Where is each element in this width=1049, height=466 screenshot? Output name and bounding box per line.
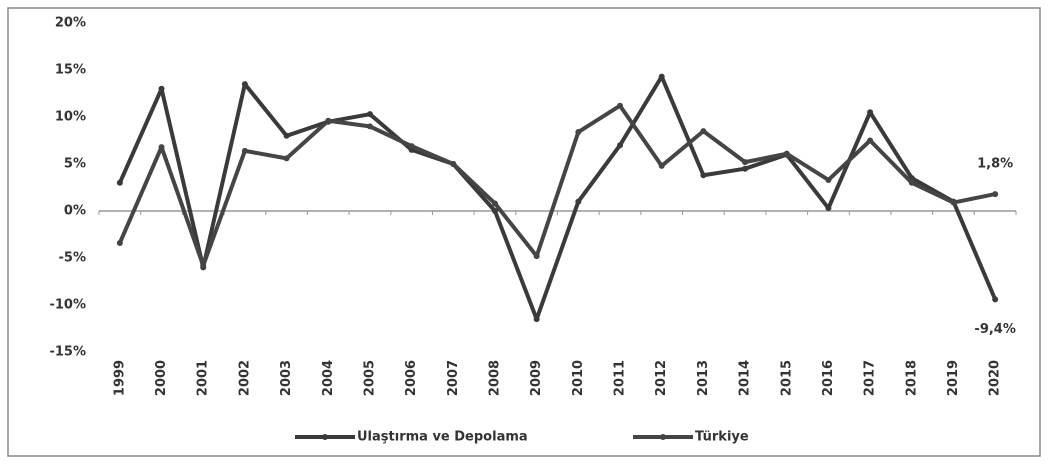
point-marker	[200, 262, 207, 269]
x-tick-label: 2016	[821, 360, 836, 396]
point-marker	[283, 132, 290, 139]
point-marker	[950, 199, 957, 206]
point-marker	[283, 155, 290, 162]
y-tick-label: -5%	[59, 251, 86, 266]
point-marker	[825, 176, 832, 183]
y-tick-label: 10%	[55, 110, 86, 125]
legend-label: Türkiye	[695, 430, 749, 445]
y-tick-label: -15%	[49, 345, 86, 360]
x-tick-label: 2010	[571, 360, 586, 396]
x-tick-label: 2003	[279, 360, 294, 396]
point-marker	[575, 198, 582, 205]
x-tick-label: 2011	[613, 360, 628, 396]
point-marker	[867, 137, 874, 144]
point-marker	[783, 150, 790, 157]
x-tick-label: 2004	[321, 360, 336, 396]
x-tick-label: 2001	[196, 360, 211, 396]
point-marker	[533, 316, 540, 323]
point-marker	[825, 205, 832, 212]
x-tick-label: 1999	[112, 360, 127, 396]
point-marker	[325, 117, 332, 124]
x-tick-label: 2014	[738, 360, 753, 396]
x-tick-label: 2018	[904, 360, 919, 396]
data-label: 1,8%	[977, 157, 1013, 172]
x-tick-label: 2009	[529, 360, 544, 396]
x-tick-label: 2017	[863, 360, 878, 396]
point-marker	[241, 147, 248, 154]
series-line	[118, 103, 996, 268]
x-tick-label: 2015	[779, 360, 794, 396]
point-marker	[908, 179, 915, 186]
point-marker	[867, 109, 874, 116]
legend-marker	[660, 434, 666, 440]
point-marker	[992, 296, 999, 303]
point-marker	[742, 165, 749, 172]
point-marker	[700, 128, 707, 135]
point-marker	[408, 143, 415, 150]
point-marker	[992, 191, 999, 198]
point-marker	[116, 179, 123, 186]
x-tick-label: 2002	[237, 360, 252, 396]
x-tick-label: 2007	[446, 360, 461, 396]
x-tick-label: 2019	[946, 360, 961, 396]
point-marker	[158, 85, 165, 92]
point-marker	[700, 172, 707, 179]
point-marker	[241, 81, 248, 88]
point-marker	[366, 111, 373, 118]
y-tick-label: 0%	[64, 204, 86, 219]
data-label: -9,4%	[974, 322, 1015, 337]
point-marker	[158, 144, 165, 151]
point-marker	[742, 159, 749, 166]
point-marker	[575, 129, 582, 136]
point-marker	[366, 123, 373, 130]
x-tick-label: 2012	[654, 360, 669, 396]
point-marker	[116, 239, 123, 246]
y-tick-label: -10%	[49, 298, 86, 313]
point-marker	[617, 142, 624, 149]
y-tick-label: 15%	[55, 63, 86, 78]
x-tick-label: 2000	[154, 360, 169, 396]
point-marker	[450, 161, 457, 167]
chart-frame	[7, 7, 1041, 457]
point-marker	[491, 200, 498, 207]
point-marker	[617, 102, 624, 109]
legend-label: Ulaştırma ve Depolama	[357, 430, 528, 445]
point-marker	[491, 208, 498, 214]
x-tick-label: 2013	[696, 360, 711, 396]
x-tick-label: 2020	[988, 360, 1003, 396]
legend-marker	[322, 434, 328, 440]
y-tick-label: 5%	[64, 157, 86, 172]
x-tick-label: 2006	[404, 360, 419, 396]
x-tick-label: 2005	[362, 360, 377, 396]
point-marker	[658, 73, 665, 80]
y-tick-label: 20%	[55, 16, 86, 31]
point-marker	[533, 253, 540, 260]
x-tick-label: 2008	[487, 360, 502, 396]
point-marker	[658, 162, 665, 169]
